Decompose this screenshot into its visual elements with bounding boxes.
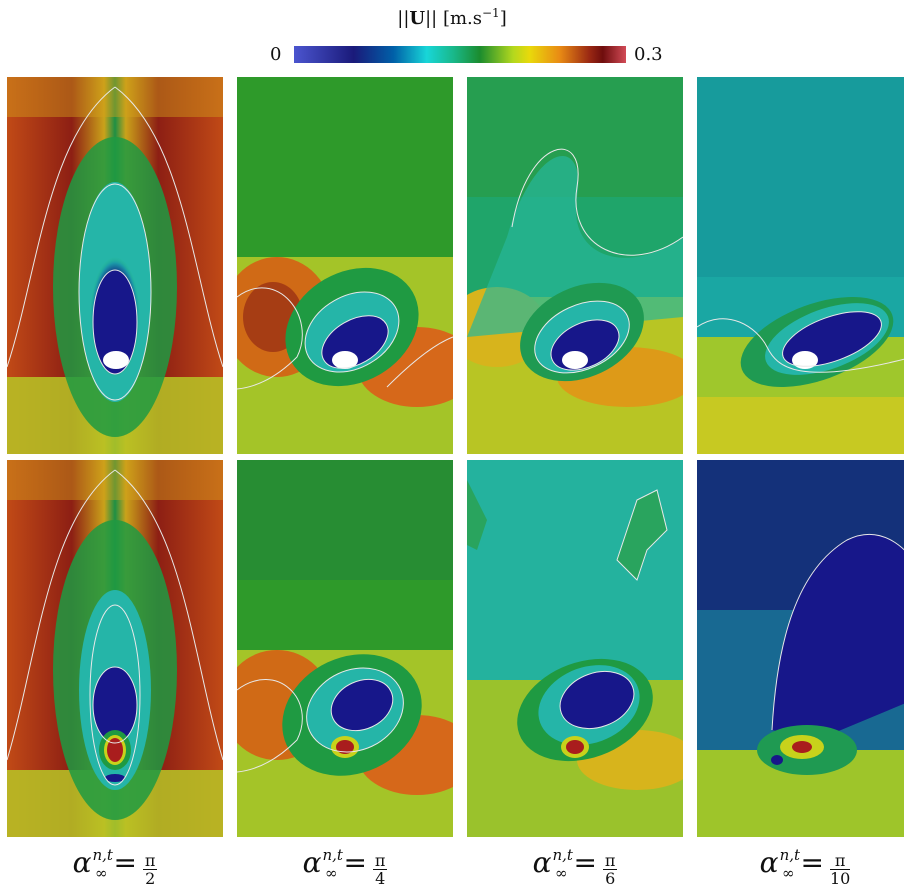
column-caption-1: αn,t∞ = π 2	[7, 846, 223, 887]
fraction: π 10	[830, 852, 851, 888]
alpha-symbol: α	[302, 846, 322, 879]
superscript: n,t	[552, 846, 573, 864]
subscript: ∞	[782, 864, 795, 882]
velocity-symbol: U	[409, 8, 426, 29]
equals-sign: =	[800, 846, 824, 879]
heatmap-panel-r2-c1	[7, 460, 223, 837]
unit-label: || [m.s	[425, 8, 482, 29]
numerator: π	[602, 851, 618, 870]
equals-sign: =	[573, 846, 597, 879]
colorbar	[294, 46, 626, 63]
numerator: π	[372, 851, 388, 870]
numerator: π	[830, 852, 851, 870]
alpha-symbol: α	[759, 846, 779, 879]
heatmap-panel-r2-c2	[237, 460, 453, 837]
subscript: ∞	[94, 864, 108, 882]
equals-sign: =	[343, 846, 367, 879]
unit-close: ]	[499, 8, 507, 29]
colorbar-title: ||U|| [m.s−1]	[0, 6, 904, 29]
norm-bars-open: ||	[397, 8, 410, 29]
superscript: n,t	[779, 846, 801, 864]
unit-exponent: −1	[482, 6, 500, 20]
subscript: ∞	[324, 864, 338, 882]
denominator: 6	[605, 869, 616, 888]
heatmap-panel-r1-c3	[467, 77, 683, 454]
superscript: n,t	[92, 846, 113, 864]
heatmap-panel-r2-c3	[467, 460, 683, 837]
subscript: ∞	[554, 864, 568, 882]
column-caption-4: αn,t∞ = π 10	[697, 846, 904, 887]
denominator: 4	[375, 869, 386, 888]
heatmap-panel-r1-c2	[237, 77, 453, 454]
column-caption-2: αn,t∞ = π 4	[237, 846, 453, 887]
column-caption-3: αn,t∞ = π 6	[467, 846, 683, 887]
heatmap-panel-r1-c4	[697, 77, 904, 454]
alpha-symbol: α	[72, 846, 92, 879]
heatmap-panel-r1-c1	[7, 77, 223, 454]
denominator: 2	[145, 869, 156, 888]
numerator: π	[142, 851, 158, 870]
heatmap-panel-r2-c4	[697, 460, 904, 837]
equals-sign: =	[113, 846, 137, 879]
alpha-symbol: α	[532, 846, 552, 879]
colorbar-max-label: 0.3	[634, 44, 663, 65]
denominator: 10	[830, 869, 851, 888]
colorbar-min-label: 0	[270, 44, 282, 65]
superscript: n,t	[322, 846, 343, 864]
